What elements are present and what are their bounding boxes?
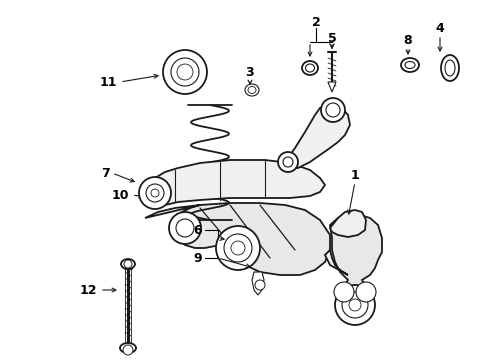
Ellipse shape (305, 64, 314, 72)
Circle shape (230, 241, 244, 255)
Ellipse shape (400, 58, 418, 72)
Circle shape (283, 157, 292, 167)
Polygon shape (148, 160, 325, 208)
Circle shape (278, 152, 297, 172)
Circle shape (325, 103, 339, 117)
Ellipse shape (244, 84, 259, 96)
Circle shape (334, 285, 374, 325)
Ellipse shape (302, 61, 317, 75)
Polygon shape (329, 215, 381, 322)
Circle shape (124, 260, 132, 268)
Circle shape (176, 219, 194, 237)
Text: 3: 3 (245, 66, 254, 78)
Polygon shape (327, 82, 335, 92)
Circle shape (139, 177, 171, 209)
Circle shape (123, 345, 133, 355)
Circle shape (320, 98, 345, 122)
Circle shape (348, 299, 360, 311)
Circle shape (224, 234, 251, 262)
Polygon shape (325, 250, 347, 275)
Circle shape (171, 58, 199, 86)
Text: 4: 4 (435, 22, 444, 35)
Text: 5: 5 (327, 32, 336, 45)
Text: 2: 2 (311, 15, 320, 28)
Text: 12: 12 (79, 284, 97, 297)
Circle shape (169, 212, 201, 244)
Ellipse shape (247, 86, 256, 94)
Text: 8: 8 (403, 33, 411, 46)
Text: 1: 1 (350, 168, 359, 181)
Ellipse shape (440, 55, 458, 81)
Circle shape (146, 184, 163, 202)
Circle shape (177, 64, 193, 80)
Ellipse shape (121, 259, 135, 269)
Circle shape (333, 282, 353, 302)
Text: 10: 10 (111, 189, 128, 202)
Ellipse shape (120, 343, 136, 353)
Text: 7: 7 (101, 166, 109, 180)
Circle shape (163, 50, 206, 94)
Polygon shape (251, 272, 264, 295)
Circle shape (254, 280, 264, 290)
Circle shape (355, 282, 375, 302)
Ellipse shape (444, 60, 454, 76)
Polygon shape (329, 210, 365, 237)
Polygon shape (280, 105, 349, 168)
Text: 11: 11 (99, 76, 117, 89)
Ellipse shape (404, 62, 414, 68)
Text: 6: 6 (193, 224, 202, 237)
Text: 9: 9 (193, 252, 202, 265)
Polygon shape (145, 203, 329, 275)
Circle shape (216, 226, 260, 270)
Circle shape (341, 292, 367, 318)
Circle shape (151, 189, 159, 197)
